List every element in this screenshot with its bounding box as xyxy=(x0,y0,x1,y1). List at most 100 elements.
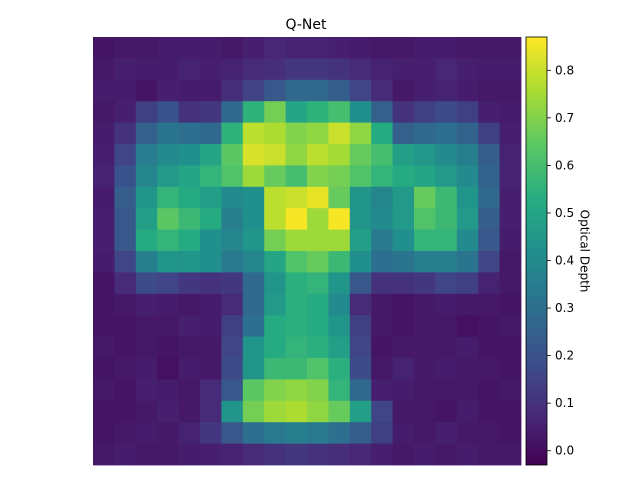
colorbar-tick-label: 0.0 xyxy=(555,444,574,458)
heatmap-cell xyxy=(307,37,329,59)
heatmap-cell xyxy=(242,293,265,316)
heatmap-cell xyxy=(157,400,179,423)
heatmap-cell xyxy=(478,186,500,209)
heatmap-cell xyxy=(456,293,479,316)
heatmap-cell xyxy=(307,186,329,209)
heatmap-cell xyxy=(328,272,351,295)
heatmap-cell xyxy=(264,358,286,380)
heatmap-cell xyxy=(157,208,179,230)
heatmap-cell xyxy=(307,165,329,188)
heatmap-cell xyxy=(264,208,286,230)
heatmap-cell xyxy=(478,37,500,59)
heatmap-cell xyxy=(392,336,415,359)
heatmap-cell xyxy=(414,101,436,123)
colorbar-tick-label: 0.7 xyxy=(555,111,574,125)
heatmap-cell xyxy=(135,144,158,166)
heatmap-cell xyxy=(392,122,415,145)
heatmap-cell xyxy=(178,379,201,402)
heatmap-cell xyxy=(478,122,500,145)
heatmap-cell xyxy=(242,165,265,188)
heatmap-cell xyxy=(200,315,222,337)
heatmap-cell xyxy=(392,79,415,102)
heatmap-cell xyxy=(200,101,222,123)
heatmap-cell xyxy=(93,315,115,337)
heatmap-cell xyxy=(114,293,137,316)
heatmap-cell xyxy=(435,379,458,402)
heatmap-cell xyxy=(178,122,201,145)
heatmap-cell xyxy=(414,358,436,380)
colorbar-tick-label: 0.3 xyxy=(555,301,574,315)
heatmap-cell xyxy=(435,400,458,423)
heatmap-cell xyxy=(93,443,115,466)
heatmap-cell xyxy=(221,122,244,145)
heatmap-cell xyxy=(93,144,115,166)
heatmap-cell xyxy=(499,443,522,466)
heatmap-cell xyxy=(328,122,351,145)
heatmap-cell xyxy=(456,122,479,145)
heatmap-cell xyxy=(264,315,286,337)
heatmap-cell xyxy=(392,443,415,466)
heatmap-cell xyxy=(178,422,201,444)
heatmap-cell xyxy=(93,122,115,145)
heatmap-cell xyxy=(456,272,479,295)
heatmap-cell xyxy=(285,336,308,359)
heatmap-cell xyxy=(435,37,458,59)
heatmap-cell xyxy=(307,58,329,81)
heatmap-cell xyxy=(285,422,308,444)
heatmap-cell xyxy=(242,208,265,230)
heatmap-cell xyxy=(307,336,329,359)
heatmap-cell xyxy=(435,229,458,252)
heatmap-cell xyxy=(499,186,522,209)
heatmap-cell xyxy=(157,37,179,59)
heatmap-cell xyxy=(264,144,286,166)
heatmap-cell xyxy=(371,229,393,252)
heatmap-cell xyxy=(478,79,500,102)
heatmap-cell xyxy=(200,165,222,188)
heatmap-cell xyxy=(414,186,436,209)
heatmap-cell xyxy=(307,144,329,166)
heatmap-cell xyxy=(456,208,479,230)
heatmap-cell xyxy=(264,379,286,402)
heatmap-cell xyxy=(328,443,351,466)
heatmap-cell xyxy=(93,165,115,188)
heatmap-cell xyxy=(93,358,115,380)
heatmap-cell xyxy=(285,443,308,466)
heatmap-cell xyxy=(456,379,479,402)
heatmap-cell xyxy=(178,315,201,337)
heatmap-cell xyxy=(435,272,458,295)
heatmap-cell xyxy=(200,400,222,423)
heatmap-cell xyxy=(456,358,479,380)
heatmap-cell xyxy=(264,293,286,316)
heatmap-cell xyxy=(371,315,393,337)
heatmap-cell xyxy=(178,144,201,166)
heatmap-cell xyxy=(478,251,500,273)
heatmap-cell xyxy=(114,229,137,252)
heatmap-cell xyxy=(328,79,351,102)
heatmap-cell xyxy=(456,400,479,423)
heatmap-cell xyxy=(456,58,479,81)
heatmap-cell xyxy=(285,272,308,295)
heatmap-cell xyxy=(178,400,201,423)
heatmap-cell xyxy=(178,293,201,316)
heatmap-cell xyxy=(456,422,479,444)
heatmap-cell xyxy=(200,358,222,380)
heatmap-cell xyxy=(349,379,372,402)
heatmap-cell xyxy=(349,358,372,380)
heatmap-cell xyxy=(307,122,329,145)
heatmap-cell xyxy=(371,79,393,102)
heatmap-cell xyxy=(371,122,393,145)
heatmap-cell xyxy=(328,144,351,166)
heatmap-cell xyxy=(93,37,115,59)
heatmap-cell xyxy=(371,251,393,273)
heatmap-cell xyxy=(114,37,137,59)
heatmap-cell xyxy=(414,251,436,273)
heatmap-cell xyxy=(414,79,436,102)
heatmap-cell xyxy=(435,293,458,316)
heatmap-cell xyxy=(264,165,286,188)
heatmap-cell xyxy=(135,293,158,316)
colorbar-label: Optical Depth xyxy=(578,210,592,293)
heatmap-cell xyxy=(114,58,137,81)
heatmap-cell xyxy=(349,315,372,337)
heatmap-cell xyxy=(114,144,137,166)
heatmap-cell xyxy=(93,379,115,402)
